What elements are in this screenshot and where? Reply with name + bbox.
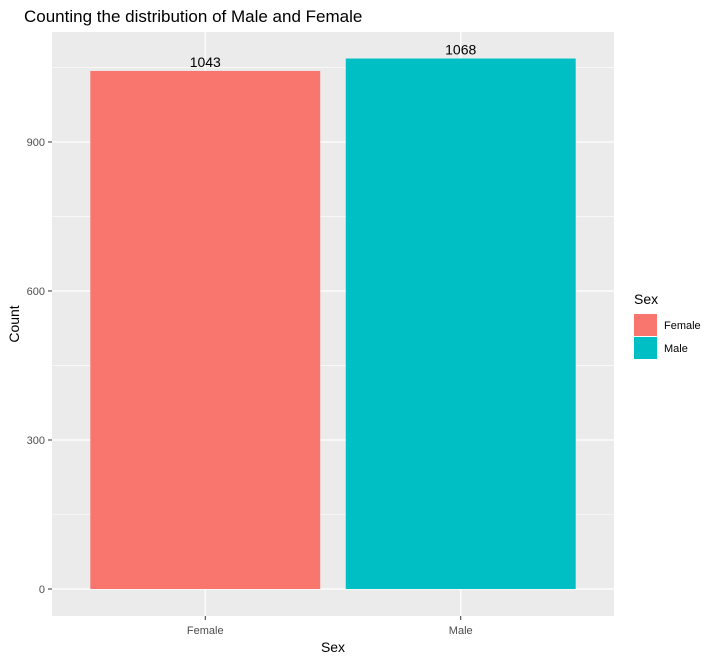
bar-data-label-female: 1043: [190, 54, 221, 70]
legend-entries: Female Male: [634, 314, 701, 359]
bars: [90, 58, 576, 590]
legend-key-female: [634, 314, 657, 336]
x-tick-label: Male: [449, 625, 473, 637]
x-axis: Female Male: [187, 616, 473, 637]
y-tick-label: 0: [39, 584, 45, 596]
legend-title: Sex: [634, 291, 658, 307]
x-tick-label: Female: [187, 625, 224, 637]
legend-label-male: Male: [664, 343, 688, 355]
y-axis-title: Count: [6, 305, 22, 342]
bar-female: [90, 70, 321, 590]
y-tick-label: 900: [27, 137, 45, 149]
y-axis: 0 300 600 900: [27, 137, 52, 596]
chart-title: Counting the distribution of Male and Fe…: [24, 7, 362, 26]
legend: Sex Female Male: [634, 291, 701, 359]
legend-key-male: [634, 337, 657, 359]
x-axis-title: Sex: [321, 639, 345, 655]
legend-label-female: Female: [664, 320, 701, 332]
y-tick-label: 300: [27, 435, 45, 447]
bar-data-labels: 1043 1068: [190, 42, 477, 70]
bar-male: [345, 58, 576, 589]
y-tick-label: 600: [27, 286, 45, 298]
bar-data-label-male: 1068: [445, 42, 476, 58]
